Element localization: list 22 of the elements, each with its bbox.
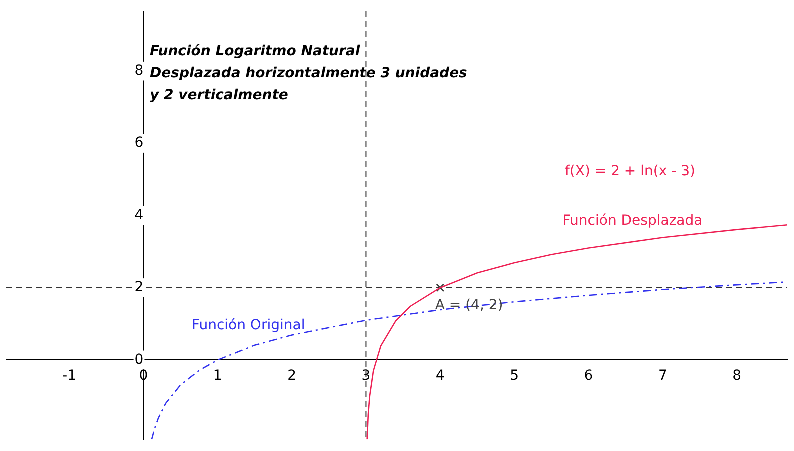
annotation: A = (4, 2) <box>435 298 504 314</box>
annotation: f(X) = 2 + ln(x - 3) <box>565 164 696 180</box>
x-tick-label: -1 <box>62 368 77 384</box>
x-tick-label: 5 <box>510 368 520 384</box>
y-tick-label: 8 <box>134 62 144 79</box>
x-tick-label: 2 <box>288 368 297 384</box>
x-tick-label: 8 <box>732 368 742 384</box>
x-tick-label: 6 <box>584 368 594 384</box>
x-tick-label: 7 <box>658 368 668 384</box>
line-series <box>151 282 788 440</box>
annotation: y 2 verticalmente <box>150 88 288 104</box>
y-tick-label: 2 <box>134 280 144 296</box>
x-tick-label: 1 <box>213 368 222 384</box>
annotation: Desplazada horizontalmente 3 unidades <box>150 66 468 82</box>
x-tick-label: 4 <box>436 368 445 384</box>
series-label: Función Desplazada <box>562 212 703 229</box>
annotation: Función Logaritmo Natural <box>150 44 360 60</box>
y-tick-label: 6 <box>134 135 144 152</box>
series-label: Función Original <box>192 318 306 334</box>
y-tick-label: 0 <box>134 352 144 368</box>
x-tick-label: 3 <box>362 368 371 384</box>
y-tick-label: 4 <box>134 207 144 224</box>
